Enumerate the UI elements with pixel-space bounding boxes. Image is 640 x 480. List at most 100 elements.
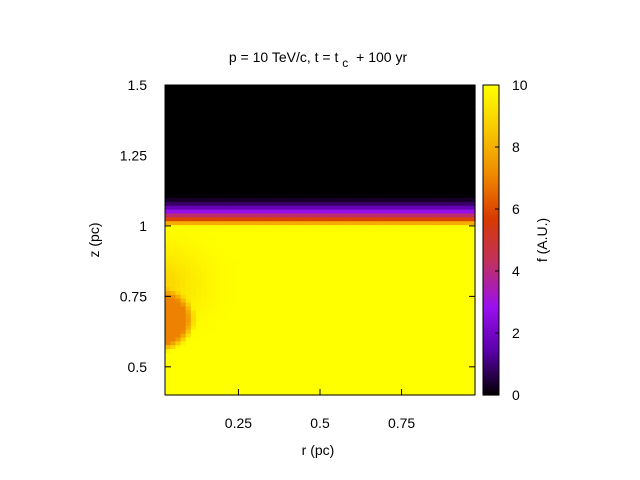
heatmap-cell (397, 116, 404, 121)
colorbar-segment (483, 185, 499, 189)
heatmap-cell (299, 116, 306, 121)
heatmap-cell (289, 325, 295, 330)
heatmap-cell (227, 302, 233, 307)
heatmap-cell (211, 271, 218, 276)
heatmap-cell (196, 251, 202, 257)
heatmap-cell (387, 278, 393, 284)
colorbar-segment (483, 108, 499, 112)
heatmap-cell (449, 298, 455, 303)
heatmap-cell (376, 178, 383, 183)
heatmap-cell (283, 298, 290, 303)
heatmap-cell (376, 282, 383, 288)
heatmap-cell (351, 387, 357, 392)
heatmap-cell (433, 367, 440, 373)
heatmap-cell (221, 209, 228, 214)
heatmap-cell (227, 104, 233, 109)
heatmap-cell (252, 259, 259, 264)
heatmap-cell (237, 178, 244, 183)
heatmap-cell (268, 96, 275, 102)
heatmap-cell (227, 305, 233, 311)
heatmap-cell (196, 123, 202, 129)
heatmap-cell (304, 123, 311, 129)
heatmap-cell (283, 336, 290, 342)
heatmap-cell (444, 282, 450, 288)
heatmap-cell (190, 243, 197, 249)
heatmap-cell (376, 212, 383, 218)
heatmap-cell (289, 321, 295, 326)
heatmap-cell (376, 352, 383, 357)
heatmap-cell (304, 116, 311, 121)
heatmap-cell (428, 364, 435, 369)
heatmap-cell (366, 224, 373, 229)
heatmap-cell (227, 209, 233, 214)
heatmap-cell (351, 181, 357, 187)
heatmap-cell (180, 224, 187, 229)
heatmap-cell (263, 344, 269, 350)
heatmap-cell (165, 189, 171, 195)
heatmap-cell (227, 329, 233, 334)
heatmap-cell (190, 154, 197, 160)
heatmap-cell (227, 360, 233, 365)
heatmap-cell (454, 317, 461, 322)
heatmap-cell (252, 356, 259, 361)
heatmap-cell (170, 263, 176, 268)
heatmap-cell (387, 356, 393, 361)
heatmap-cell (459, 131, 466, 136)
heatmap-cell (469, 150, 476, 156)
heatmap-cell (464, 344, 471, 350)
heatmap-cell (221, 383, 228, 388)
heatmap-cell (242, 92, 249, 98)
heatmap-cell (196, 112, 202, 117)
heatmap-cell (366, 139, 373, 144)
heatmap-cell (449, 383, 455, 388)
heatmap-cell (413, 100, 419, 105)
heatmap-cell (289, 193, 295, 198)
heatmap-cell (232, 135, 238, 140)
heatmap-cell (376, 371, 383, 377)
heatmap-cell (190, 274, 197, 280)
heatmap-cell (438, 154, 445, 160)
heatmap-cell (392, 333, 399, 338)
heatmap-cell (304, 150, 311, 156)
heatmap-cell (165, 224, 171, 229)
heatmap-cell (392, 286, 399, 291)
heatmap-cell (175, 100, 182, 105)
heatmap-cell (423, 247, 430, 253)
heatmap-cell (221, 127, 228, 133)
heatmap-cell (263, 391, 269, 396)
heatmap-cell (227, 321, 233, 326)
heatmap-cell (299, 104, 306, 109)
heatmap-cell (185, 317, 192, 322)
heatmap-cell (407, 391, 414, 396)
heatmap-cell (221, 360, 228, 365)
heatmap-cell (165, 100, 171, 105)
heatmap-cell (294, 100, 300, 105)
heatmap-cell (444, 236, 450, 241)
heatmap-cell (444, 329, 450, 334)
heatmap-cell (309, 298, 316, 303)
heatmap-cell (428, 116, 435, 121)
heatmap-cell (382, 178, 388, 183)
heatmap-cell (402, 193, 409, 198)
heatmap-cell (402, 158, 409, 164)
colorbar-segment (483, 128, 499, 133)
heatmap-cell (392, 387, 399, 392)
heatmap-cell (392, 364, 399, 369)
heatmap-cell (227, 313, 233, 319)
heatmap-cell (387, 274, 393, 280)
heatmap-cell (206, 313, 213, 319)
heatmap-cell (366, 294, 373, 299)
heatmap-cell (232, 85, 238, 90)
heatmap-cell (413, 212, 419, 218)
heatmap-cell (294, 251, 300, 257)
heatmap-cell (433, 267, 440, 272)
heatmap-cell (206, 364, 213, 369)
heatmap-cell (258, 127, 264, 133)
heatmap-cell (221, 143, 228, 148)
heatmap-cell (413, 259, 419, 264)
heatmap-cell (216, 108, 223, 113)
heatmap-cell (289, 220, 295, 226)
heatmap-cell (247, 224, 254, 229)
heatmap-cell (407, 162, 414, 167)
heatmap-cell (449, 201, 455, 206)
